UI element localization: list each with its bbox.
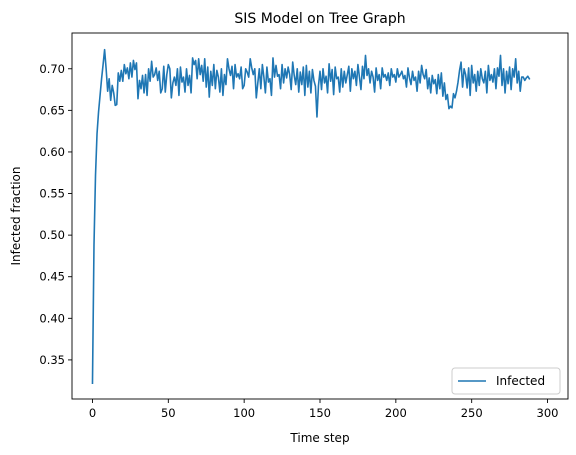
x-tick-label: 250: [461, 406, 483, 420]
x-tick-label: 0: [89, 406, 96, 420]
x-tick-label: 150: [309, 406, 331, 420]
y-tick-label: 0.50: [39, 228, 65, 242]
x-tick-label: 100: [233, 406, 255, 420]
legend-label-infected: Infected: [496, 374, 545, 388]
series-line-infected: [91, 48, 531, 385]
y-axis-ticks: 0.35 0.40 0.45 0.50 0.55 0.60 0.65 0.70: [39, 62, 72, 367]
x-axis-ticks: 0 50 100 150 200 250 300: [89, 399, 559, 420]
y-tick-label: 0.55: [39, 187, 65, 201]
y-tick-label: 0.45: [39, 270, 65, 284]
x-tick-label: 200: [385, 406, 407, 420]
plot-frame: [71, 32, 569, 400]
y-tick-label: 0.65: [39, 103, 65, 117]
x-tick-label: 50: [161, 406, 176, 420]
y-axis-label: Infected fraction: [9, 167, 23, 266]
legend: Infected: [451, 367, 561, 395]
legend-box: [451, 367, 561, 395]
x-tick-label: 300: [537, 406, 559, 420]
y-tick-label: 0.40: [39, 311, 65, 325]
x-axis-label: Time step: [289, 431, 349, 445]
y-tick-label: 0.60: [39, 145, 65, 159]
y-tick-label: 0.35: [39, 353, 65, 367]
y-tick-label: 0.70: [39, 62, 65, 76]
chart-title: SIS Model on Tree Graph: [234, 11, 405, 27]
